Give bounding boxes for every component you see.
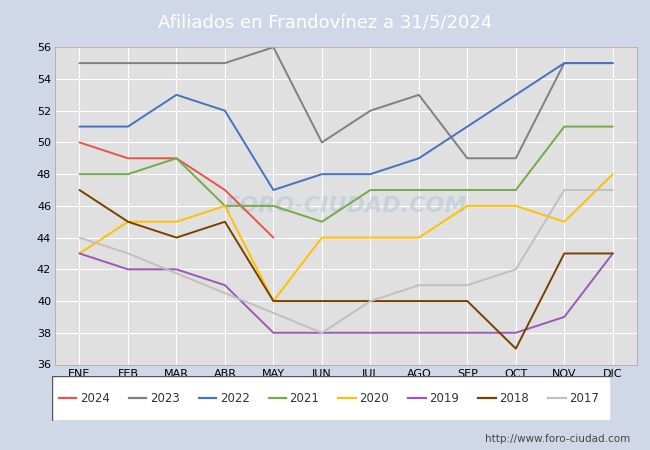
Text: 2019: 2019 bbox=[429, 392, 459, 405]
Text: 2020: 2020 bbox=[359, 392, 389, 405]
Text: http://www.foro-ciudad.com: http://www.foro-ciudad.com bbox=[486, 434, 630, 444]
Text: 2018: 2018 bbox=[499, 392, 529, 405]
Text: 2022: 2022 bbox=[220, 392, 250, 405]
Text: 2017: 2017 bbox=[569, 392, 599, 405]
Text: 2021: 2021 bbox=[290, 392, 319, 405]
Text: Afiliados en Frandovínez a 31/5/2024: Afiliados en Frandovínez a 31/5/2024 bbox=[158, 14, 492, 32]
Text: FORO-CIUDAD.COM: FORO-CIUDAD.COM bbox=[225, 196, 467, 216]
Text: 2024: 2024 bbox=[80, 392, 110, 405]
Text: 2023: 2023 bbox=[150, 392, 179, 405]
FancyBboxPatch shape bbox=[52, 376, 611, 421]
